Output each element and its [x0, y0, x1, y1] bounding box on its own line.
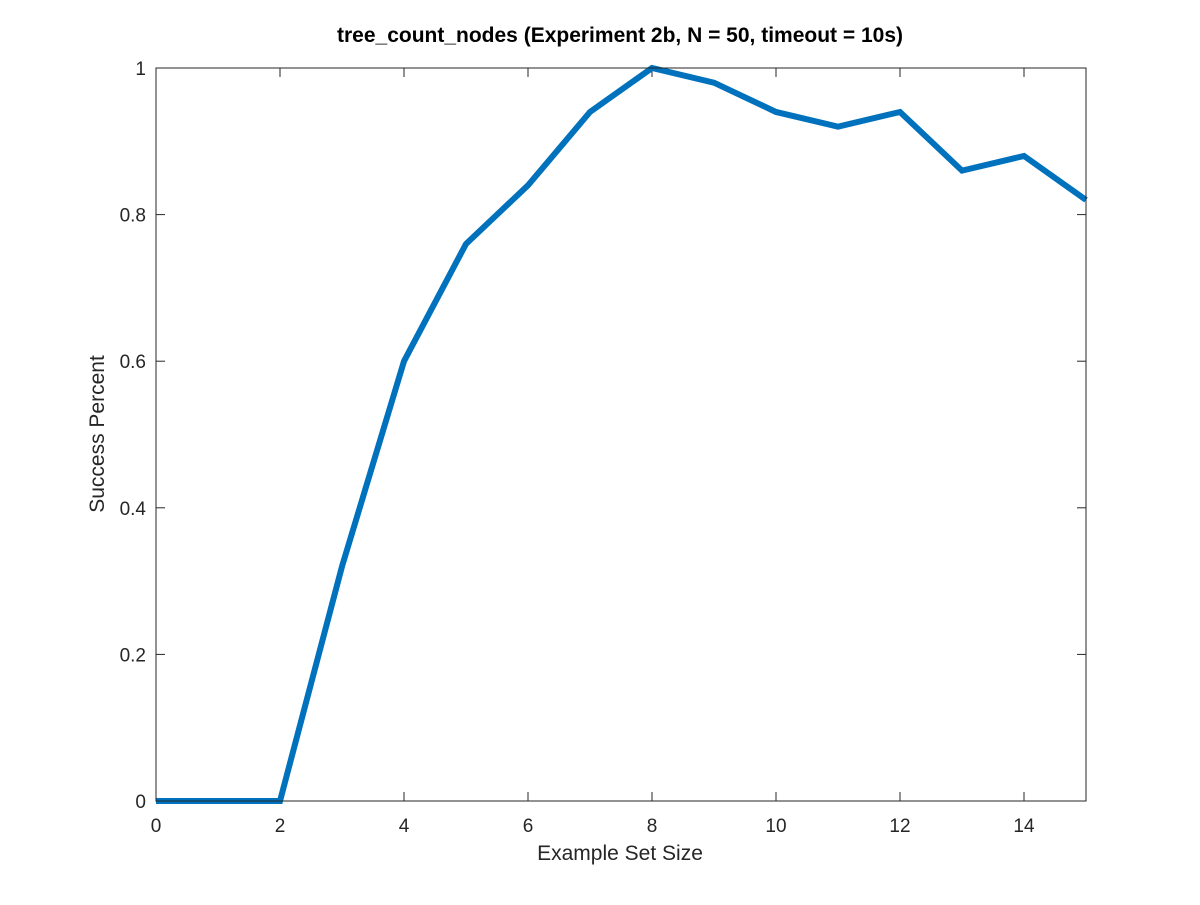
- y-tick-label: 0.4: [120, 499, 147, 520]
- x-tick-label: 8: [647, 816, 658, 837]
- y-tick-label: 0.2: [120, 645, 146, 666]
- y-tick-labels: 0 0.2 0.4 0.6 0.8 1: [120, 59, 147, 813]
- x-tick-label: 4: [399, 816, 410, 837]
- plot-frame: [155, 67, 1087, 802]
- x-tick-labels: 0 2 4 6 8 10 12 14: [151, 816, 1035, 837]
- x-axis-label: Example Set Size: [537, 842, 703, 865]
- x-tick-label: 0: [151, 816, 162, 837]
- y-tick-label: 0: [135, 792, 146, 813]
- plot-area: [156, 68, 1086, 801]
- series-layer: [156, 64, 1088, 804]
- y-tick-label: 1: [135, 59, 146, 80]
- x-tick-label: 6: [523, 816, 534, 837]
- x-tick-label: 14: [1013, 816, 1035, 837]
- y-tick-label: 0.6: [120, 352, 146, 373]
- y-axis-label: Success Percent: [86, 355, 109, 513]
- x-tick-label: 12: [889, 816, 910, 837]
- x-tick-label: 2: [275, 816, 286, 837]
- chart-title: tree_count_nodes (Experiment 2b, N = 50,…: [337, 24, 903, 47]
- y-tick-label: 0.8: [120, 206, 146, 227]
- series-line: [156, 64, 1088, 804]
- x-tick-label: 10: [765, 816, 786, 837]
